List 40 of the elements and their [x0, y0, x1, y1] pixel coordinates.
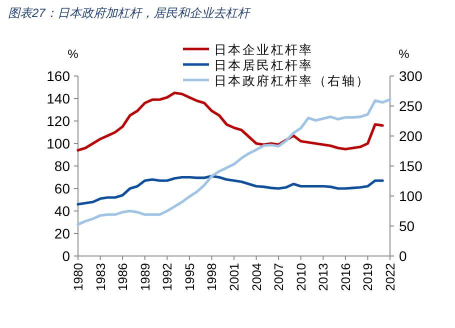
y-tick-label: 140 — [46, 90, 70, 106]
legend-label: 日本政府杠杆率（右轴） — [214, 73, 370, 88]
x-tick-label: 1983 — [94, 262, 108, 291]
x-tick-label: 2007 — [272, 262, 286, 291]
y-tick-label: 80 — [54, 158, 70, 174]
y-tick-label: 20 — [54, 226, 70, 242]
x-tick-label: 2016 — [338, 262, 353, 291]
y-tick-label: 120 — [46, 113, 70, 129]
y-tick-label: 0 — [62, 248, 70, 264]
x-tick-label: 2001 — [228, 262, 242, 291]
line-series — [76, 92, 384, 152]
y-tick-label: 60 — [54, 180, 70, 196]
legend-label: 日本企业杠杆率 — [214, 42, 314, 57]
x-tick-label: 1980 — [72, 262, 86, 291]
y2-axis-title: % — [398, 47, 410, 61]
y2-tick-label: 250 — [399, 98, 423, 114]
legend-label: 日本居民杠杆率 — [214, 58, 314, 72]
y2-tick-label: 50 — [399, 218, 415, 234]
line-series — [76, 98, 392, 226]
x-tick-label: 2013 — [316, 262, 331, 291]
chart-title: 图表27：日本政府加杠杆，居民和企业去杠杆 — [8, 6, 252, 20]
y2-tick-label: 100 — [399, 188, 423, 204]
y-axis-title: % — [68, 47, 79, 61]
x-tick-label: 1992 — [160, 262, 175, 291]
y2-tick-label: 0 — [399, 248, 407, 264]
y2-tick-label: 150 — [399, 158, 423, 174]
x-tick-label: 1998 — [205, 262, 220, 291]
y-tick-label: 40 — [54, 203, 70, 219]
y-tick-label: 100 — [46, 136, 70, 152]
x-tick-label: 2019 — [361, 262, 376, 291]
x-tick-label: 2010 — [294, 262, 308, 291]
x-tick-label: 1989 — [138, 262, 152, 291]
y2-tick-label: 300 — [399, 68, 423, 84]
y2-tick-label: 200 — [399, 128, 423, 144]
line-series — [76, 174, 384, 206]
x-tick-label: 2022 — [384, 262, 398, 291]
x-tick-label: 1986 — [116, 262, 130, 291]
x-tick-label: 1995 — [182, 262, 197, 291]
x-tick-label: 2004 — [250, 262, 264, 291]
y-tick-label: 160 — [46, 68, 70, 84]
